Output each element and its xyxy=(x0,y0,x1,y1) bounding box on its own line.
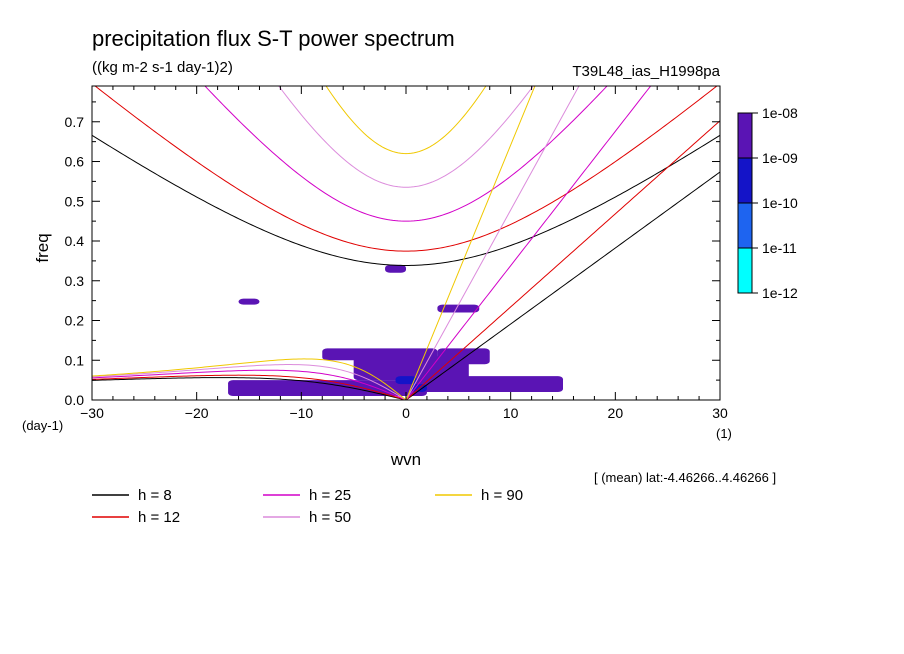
x-axis-label: wvn xyxy=(390,450,421,469)
colorbar-segment xyxy=(737,157,753,204)
inertia-gravity-curve xyxy=(278,86,534,188)
y-tick-label: 0.1 xyxy=(65,352,85,368)
y-tick-label: 0.5 xyxy=(65,193,85,209)
legend-label: h = 8 xyxy=(138,487,172,504)
y-unit-label: (day-1) xyxy=(22,418,63,433)
chart-subtitle: ((kg m-2 s-1 day-1)2) xyxy=(92,59,233,76)
rossby-curve xyxy=(92,374,407,400)
y-tick-label: 0.0 xyxy=(65,392,85,408)
chart-title: precipitation flux S-T power spectrum xyxy=(92,26,455,51)
x-tick-label: −20 xyxy=(185,405,209,421)
colorbar-label: 1e-08 xyxy=(762,105,798,121)
colorbar-segment xyxy=(737,247,753,294)
spectrum-patch xyxy=(416,376,563,393)
colorbar-label: 1e-10 xyxy=(762,195,798,211)
rossby-curve xyxy=(92,358,407,400)
kelvin-curve xyxy=(405,86,580,400)
rossby-curve xyxy=(92,369,407,400)
spectrum-patch xyxy=(385,264,406,273)
legend: h = 8 h = 12 h = 25 h = 50 h = 90 xyxy=(92,487,523,526)
spectrum-patch xyxy=(238,298,260,305)
colorbar-segment xyxy=(737,202,753,249)
x-unit-label: (1) xyxy=(716,426,732,441)
legend-label: h = 12 xyxy=(138,509,180,526)
colorbar-label: 1e-12 xyxy=(762,285,798,301)
colorbar-label: 1e-09 xyxy=(762,150,798,166)
y-tick-label: 0.3 xyxy=(65,273,85,289)
y-tick-label: 0.4 xyxy=(65,233,85,249)
colorbar: 1e-08 1e-09 1e-10 1e-11 1e-12 xyxy=(737,105,798,301)
x-tick-label: 10 xyxy=(503,405,519,421)
inertia-gravity-curve xyxy=(92,134,720,266)
rossby-curve xyxy=(92,364,407,400)
colorbar-segment xyxy=(737,112,753,159)
spectrum-patch xyxy=(437,348,490,365)
spectrum-patch xyxy=(322,348,438,361)
x-tick-label: 30 xyxy=(712,405,728,421)
kelvin-curve xyxy=(405,120,720,400)
dispersion-curves xyxy=(92,86,720,400)
colorbar-label: 1e-11 xyxy=(762,240,797,256)
spectrum-patch xyxy=(395,376,417,385)
kelvin-curve xyxy=(405,171,720,400)
axes: −30 −20 −10 0 10 20 30 0.0 0.1 0.2 0.3 0.4 0.5 0.6 0.7 xyxy=(65,86,728,421)
x-tick-label: 0 xyxy=(402,405,410,421)
inertia-gravity-curve xyxy=(325,86,487,155)
spectrum-patch xyxy=(437,304,480,313)
legend-label: h = 90 xyxy=(481,487,523,504)
spectrum-patches xyxy=(228,264,563,397)
y-tick-label: 0.2 xyxy=(65,313,85,329)
kelvin-curve xyxy=(405,86,652,400)
inertia-gravity-curve xyxy=(94,86,718,252)
rossby-curve xyxy=(92,377,407,400)
latitude-annotation: [ (mean) lat:-4.46266..4.46266 ] xyxy=(594,470,776,485)
run-label: T39L48_ias_H1998pa xyxy=(572,63,720,80)
inertia-gravity-curve xyxy=(204,86,608,222)
x-tick-label: −10 xyxy=(289,405,313,421)
x-tick-label: 20 xyxy=(608,405,624,421)
legend-label: h = 50 xyxy=(309,509,351,526)
x-tick-label: −30 xyxy=(80,405,104,421)
y-axis-label: freq xyxy=(33,233,52,262)
legend-label: h = 25 xyxy=(309,487,351,504)
y-tick-label: 0.7 xyxy=(65,114,85,130)
kelvin-curve xyxy=(405,86,536,400)
y-tick-label: 0.6 xyxy=(65,154,85,170)
